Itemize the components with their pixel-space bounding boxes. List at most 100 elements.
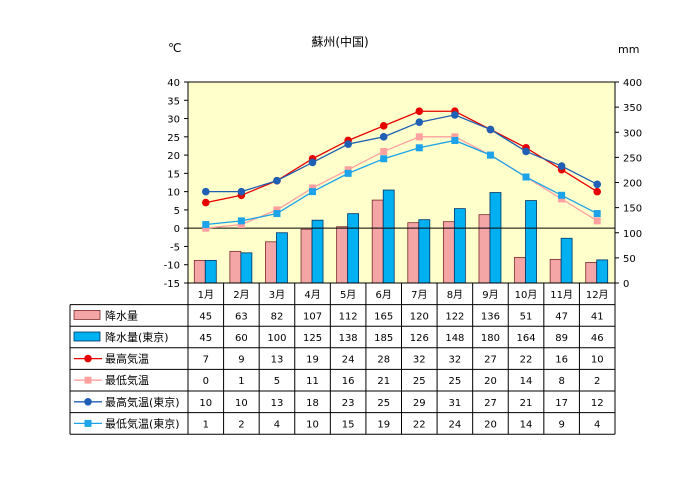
legend-key-marker bbox=[84, 354, 92, 363]
precip-bar bbox=[514, 256, 526, 284]
min-temp-tokyo-point bbox=[593, 210, 601, 218]
max-temp-tokyo-point bbox=[557, 162, 566, 170]
max-temp-tokyo-point bbox=[486, 125, 495, 134]
right-tick-label: 300 bbox=[623, 128, 642, 139]
min-temp-tokyo-point bbox=[451, 136, 459, 144]
min-temp-point bbox=[237, 221, 245, 229]
left-tick-label: 40 bbox=[167, 78, 180, 89]
min-temp-tokyo-point bbox=[273, 210, 281, 218]
legend-key-bar bbox=[73, 331, 101, 342]
left-tick-label: 20 bbox=[167, 151, 180, 162]
left-tick-label: 5 bbox=[174, 206, 180, 217]
left-axis-unit: ℃ bbox=[168, 41, 181, 55]
legend-key-marker bbox=[84, 376, 92, 384]
table-cell-value: 18 bbox=[306, 398, 319, 409]
max-temp-point bbox=[593, 187, 602, 196]
table-cell-value: 20 bbox=[484, 376, 497, 387]
table-cell-value: 27 bbox=[484, 355, 497, 366]
max-temp-tokyo-point bbox=[379, 133, 388, 141]
table-cell-value: 148 bbox=[445, 333, 464, 344]
table-cell-value: 17 bbox=[555, 398, 568, 409]
legend-label: 降水量(東京) bbox=[105, 330, 169, 344]
left-tick-label: 15 bbox=[167, 169, 180, 180]
min-temp-tokyo-point bbox=[344, 169, 352, 177]
min-temp-point bbox=[344, 166, 352, 174]
table-cell-value: 9 bbox=[238, 355, 244, 366]
max-temp-tokyo-line bbox=[205, 114, 598, 193]
precip-tokyo-bar bbox=[489, 192, 502, 284]
month-label: 1月 bbox=[198, 289, 214, 301]
chart-title: 蘇州(中国) bbox=[311, 34, 368, 49]
precip-bar bbox=[371, 199, 384, 284]
right-tick-label: 100 bbox=[623, 229, 642, 240]
precip-tokyo-bar bbox=[240, 252, 253, 284]
table-cell-value: 1 bbox=[203, 419, 209, 430]
table-cell-value: 11 bbox=[306, 376, 319, 387]
month-label: 5月 bbox=[340, 289, 356, 301]
min-temp-point bbox=[558, 195, 566, 203]
max-temp-tokyo-point bbox=[593, 180, 602, 189]
min-temp-point bbox=[451, 133, 459, 141]
precip-bar bbox=[442, 221, 455, 284]
table-cell-value: 45 bbox=[199, 333, 212, 344]
month-label: 3月 bbox=[269, 289, 285, 301]
table-cell-value: 16 bbox=[555, 355, 568, 366]
precip-bar bbox=[478, 214, 491, 284]
min-temp-tokyo-point bbox=[486, 151, 494, 159]
table-cell-value: 8 bbox=[558, 376, 564, 387]
left-tick-label: -15 bbox=[164, 279, 180, 290]
right-tick-label: 250 bbox=[623, 153, 642, 164]
left-tick-label: -5 bbox=[170, 242, 180, 253]
table-cell-value: 10 bbox=[199, 398, 212, 409]
min-temp-tokyo-point bbox=[380, 155, 388, 163]
legend-label: 最低気温(東京) bbox=[105, 416, 180, 430]
table-cell-value: 16 bbox=[342, 376, 355, 387]
precip-bar bbox=[300, 228, 313, 284]
max-temp-tokyo-point bbox=[415, 118, 424, 126]
table-cell-value: 32 bbox=[449, 355, 462, 366]
table-cell-value: 60 bbox=[235, 333, 248, 344]
month-label: 6月 bbox=[376, 289, 392, 301]
max-temp-tokyo-point bbox=[451, 111, 459, 119]
table-cell-value: 25 bbox=[377, 398, 390, 409]
table-cell-value: 20 bbox=[484, 419, 497, 430]
table-cell-value: 28 bbox=[377, 355, 390, 366]
table-cell-value: 14 bbox=[520, 419, 533, 430]
table-cell-value: 21 bbox=[520, 398, 533, 409]
table-cell-value: 19 bbox=[377, 419, 390, 430]
right-tick-label: 350 bbox=[623, 103, 642, 114]
table-cell-value: 136 bbox=[481, 311, 500, 322]
table-cell-value: 120 bbox=[410, 311, 429, 322]
table-cell-value: 47 bbox=[555, 311, 568, 322]
table-cell-value: 125 bbox=[303, 333, 322, 344]
min-temp-tokyo-line bbox=[205, 139, 598, 226]
min-temp-point bbox=[380, 147, 388, 155]
month-label: 11月 bbox=[550, 289, 573, 301]
table-cell-value: 7 bbox=[203, 355, 209, 366]
table-cell-value: 100 bbox=[267, 333, 286, 344]
min-temp-tokyo-point bbox=[415, 144, 423, 152]
precip-bar bbox=[549, 258, 562, 284]
min-temp-tokyo-point bbox=[309, 188, 317, 196]
max-temp-point bbox=[201, 198, 210, 207]
month-label: 9月 bbox=[482, 289, 498, 301]
precip-bar bbox=[265, 241, 277, 284]
left-tick-label: 0 bbox=[174, 224, 180, 235]
table-cell-value: 10 bbox=[591, 355, 604, 366]
table-cell-value: 138 bbox=[339, 333, 358, 344]
table-cell-value: 112 bbox=[339, 311, 358, 322]
precip-bar bbox=[585, 261, 598, 284]
max-temp-tokyo-point bbox=[273, 176, 281, 185]
table-cell-value: 13 bbox=[271, 355, 284, 366]
precip-bar bbox=[407, 222, 420, 284]
table-cell-value: 27 bbox=[484, 398, 497, 409]
table-cell-value: 32 bbox=[413, 355, 426, 366]
max-temp-point bbox=[379, 122, 388, 130]
table-cell-value: 122 bbox=[445, 311, 464, 322]
legend-key-bar bbox=[73, 309, 101, 320]
precip-tokyo-bar bbox=[596, 259, 609, 284]
legend-label: 最高気温 bbox=[105, 352, 149, 366]
table-cell-value: 14 bbox=[520, 376, 533, 387]
table-cell-value: 13 bbox=[271, 398, 284, 409]
